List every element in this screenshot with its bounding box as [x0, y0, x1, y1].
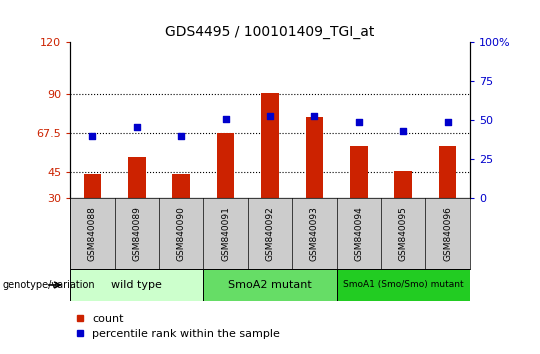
- Text: GSM840088: GSM840088: [88, 206, 97, 261]
- Bar: [70, 269, 204, 301]
- Text: GSM840089: GSM840089: [132, 206, 141, 261]
- Point: [310, 113, 319, 119]
- Bar: [261, 93, 279, 198]
- Bar: [84, 174, 102, 198]
- Text: GSM840092: GSM840092: [266, 206, 274, 261]
- Point: [354, 119, 363, 125]
- Bar: [438, 146, 456, 198]
- Text: wild type: wild type: [111, 280, 162, 290]
- Legend: count, percentile rank within the sample: count, percentile rank within the sample: [76, 314, 280, 339]
- Text: SmoA2 mutant: SmoA2 mutant: [228, 280, 312, 290]
- Bar: [128, 157, 146, 198]
- Point: [177, 133, 186, 139]
- Bar: [204, 269, 336, 301]
- Bar: [394, 171, 412, 198]
- Point: [266, 113, 274, 119]
- Point: [443, 119, 452, 125]
- Text: GSM840095: GSM840095: [399, 206, 408, 261]
- Bar: [217, 133, 234, 198]
- Point: [132, 124, 141, 130]
- Bar: [350, 146, 368, 198]
- Text: SmoA1 (Smo/Smo) mutant: SmoA1 (Smo/Smo) mutant: [343, 280, 463, 290]
- Bar: [172, 174, 190, 198]
- Text: GSM840093: GSM840093: [310, 206, 319, 261]
- Text: GSM840091: GSM840091: [221, 206, 230, 261]
- Title: GDS4495 / 100101409_TGI_at: GDS4495 / 100101409_TGI_at: [165, 25, 375, 39]
- Text: GSM840090: GSM840090: [177, 206, 186, 261]
- Point: [399, 129, 408, 134]
- Text: GSM840094: GSM840094: [354, 206, 363, 261]
- Point: [221, 116, 230, 122]
- Point: [88, 133, 97, 139]
- Bar: [336, 269, 470, 301]
- Bar: [306, 117, 323, 198]
- Text: genotype/variation: genotype/variation: [3, 280, 96, 290]
- Text: GSM840096: GSM840096: [443, 206, 452, 261]
